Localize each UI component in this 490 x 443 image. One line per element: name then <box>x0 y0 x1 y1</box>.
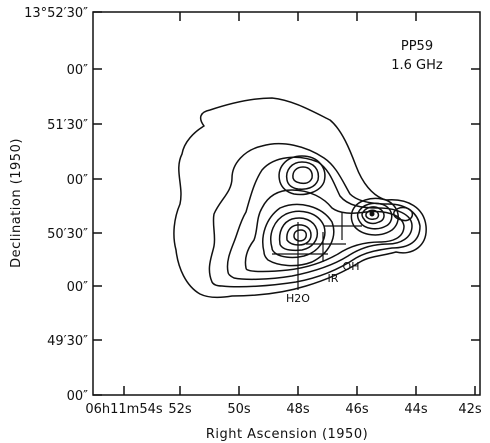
h2o-label: H2O <box>286 292 310 305</box>
contour-east-blob <box>393 206 414 222</box>
x-ticks-top <box>179 12 417 21</box>
contour-level-2 <box>208 142 421 288</box>
x-tick-label: 44s <box>404 402 428 417</box>
source-markers <box>272 212 362 290</box>
contour-north-3 <box>292 166 313 185</box>
x-tick-label: 06h11m54s <box>85 402 163 417</box>
x-tick-label: 50s <box>227 402 251 417</box>
oh-label: OH <box>343 260 360 273</box>
x-tick-label: 42s <box>458 402 482 417</box>
contour-main-2 <box>270 210 326 259</box>
plot-frame <box>92 11 481 396</box>
contour-north-1 <box>278 155 326 196</box>
y-tick-label: 13°52′30″ <box>24 6 88 21</box>
source-name: PP59 <box>401 39 433 54</box>
frequency-label: 1.6 GHz <box>391 58 443 73</box>
contour-main-1 <box>262 203 335 267</box>
x-ticks-bottom <box>123 386 476 395</box>
x-tick-label: 48s <box>286 402 310 417</box>
contour-main-3 <box>278 217 319 252</box>
contour-main-5 <box>293 229 307 242</box>
contour-outer <box>173 97 427 299</box>
y-ticks-left <box>93 11 102 396</box>
contour-east-4 <box>365 209 380 220</box>
y-tick-label: 00″ <box>67 389 89 404</box>
contour-main-4 <box>286 224 312 246</box>
y-tick-label: 00″ <box>67 280 89 295</box>
y-tick-label: 00″ <box>67 173 89 188</box>
x-tick-label: 46s <box>345 402 369 417</box>
y-axis-title: Declination (1950) <box>9 138 24 268</box>
contour-levels <box>173 97 427 299</box>
y-tick-label: 00″ <box>67 63 89 78</box>
y-tick-label: 49′30″ <box>47 334 88 349</box>
contour-east-1 <box>350 197 399 236</box>
east-peak-dot <box>369 211 375 217</box>
contour-north-2 <box>285 161 320 190</box>
y-tick-label: 51′30″ <box>47 118 88 133</box>
x-tick-label: 52s <box>168 402 192 417</box>
y-tick-label: 50′30″ <box>47 227 88 242</box>
ir-label: IR <box>328 272 339 285</box>
contour-east-3 <box>361 206 385 225</box>
x-axis-title: Right Ascension (1950) <box>206 427 368 442</box>
contour-east-2 <box>356 202 393 230</box>
y-ticks-right <box>471 68 480 341</box>
